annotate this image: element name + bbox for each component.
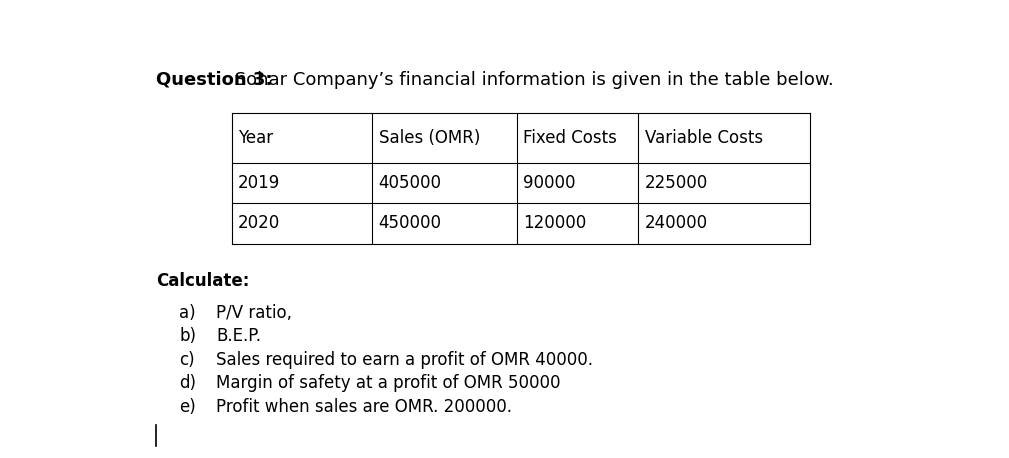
Text: Question 3:: Question 3: — [155, 71, 272, 89]
Text: Fixed Costs: Fixed Costs — [524, 129, 618, 147]
Text: Variable Costs: Variable Costs — [645, 129, 763, 147]
Text: 120000: 120000 — [524, 214, 586, 232]
Text: Calculate:: Calculate: — [155, 272, 249, 290]
Text: c): c) — [180, 351, 195, 369]
Text: Profit when sales are OMR. 200000.: Profit when sales are OMR. 200000. — [216, 398, 512, 416]
Text: 240000: 240000 — [645, 214, 707, 232]
Text: P/V ratio,: P/V ratio, — [216, 304, 292, 322]
Text: Margin of safety at a profit of OMR 50000: Margin of safety at a profit of OMR 5000… — [216, 375, 561, 393]
Text: B.E.P.: B.E.P. — [216, 327, 261, 345]
Text: 2020: 2020 — [238, 214, 281, 232]
Text: Sohar Company’s financial information is given in the table below.: Sohar Company’s financial information is… — [229, 71, 833, 89]
Text: 405000: 405000 — [378, 174, 442, 192]
Text: 2019: 2019 — [238, 174, 281, 192]
Text: 225000: 225000 — [645, 174, 708, 192]
Text: a): a) — [180, 304, 196, 322]
Text: Sales required to earn a profit of OMR 40000.: Sales required to earn a profit of OMR 4… — [216, 351, 593, 369]
Text: d): d) — [180, 375, 197, 393]
Text: 90000: 90000 — [524, 174, 576, 192]
Text: b): b) — [180, 327, 197, 345]
Text: Year: Year — [238, 129, 273, 147]
Text: e): e) — [180, 398, 196, 416]
Text: Sales (OMR): Sales (OMR) — [378, 129, 480, 147]
Text: 450000: 450000 — [378, 214, 442, 232]
